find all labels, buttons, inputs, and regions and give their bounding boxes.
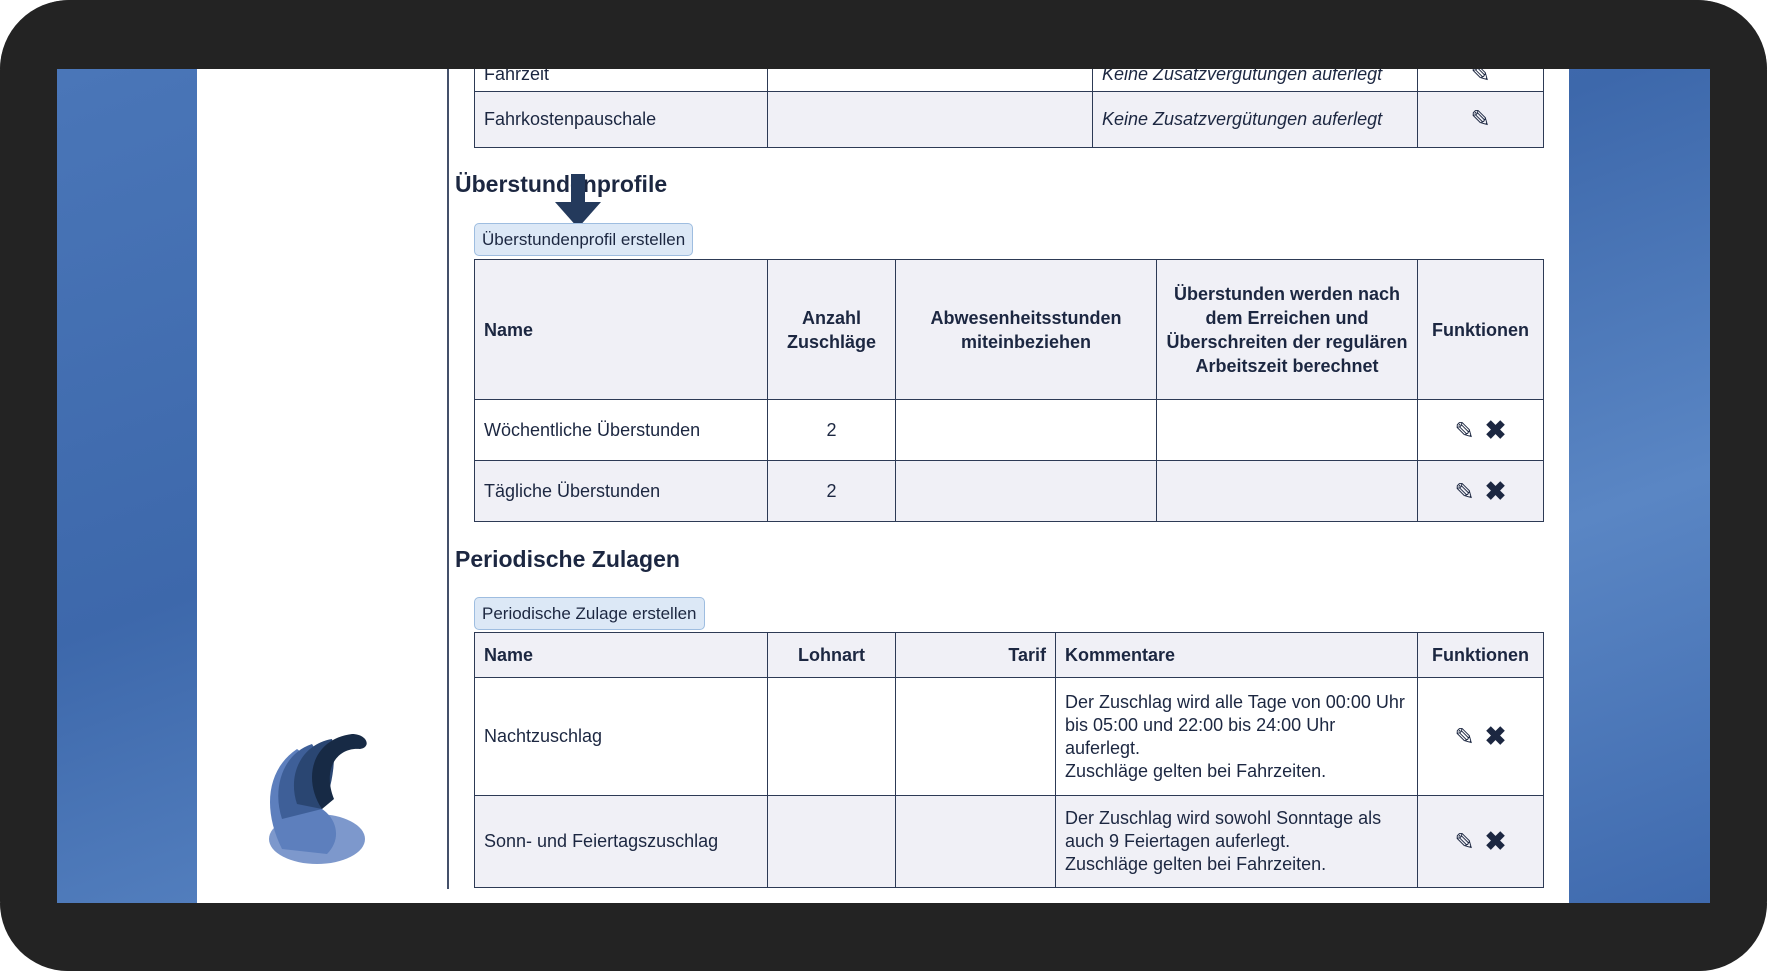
x-icon[interactable]: ✖	[1484, 414, 1507, 445]
x-icon[interactable]: ✖	[1484, 826, 1507, 856]
pencil-icon[interactable]: ✎	[1454, 829, 1475, 856]
sidebar-divider	[447, 69, 449, 889]
column-header: Funktionen	[1417, 632, 1544, 678]
column-header: Abwesenheitsstunden miteinbeziehen	[895, 259, 1157, 400]
pencil-icon[interactable]: ✎	[1454, 478, 1475, 506]
table-row: Sonn- und Feiertagszuschlag Der Zuschlag…	[474, 795, 1544, 888]
periodic-table: Name Lohnart Tarif Kommentare Funktionen…	[474, 632, 1544, 888]
column-header: Funktionen	[1417, 259, 1544, 400]
create-periodic-allowance-button[interactable]: Periodische Zulage erstellen	[474, 597, 705, 630]
row-comment: Zuschläge gelten bei Fahrzeiten.	[1065, 760, 1327, 781]
frame-bottom	[0, 903, 1767, 971]
section-heading-periodic: Periodische Zulagen	[455, 546, 680, 572]
row-comment: Keine Zusatzvergütungen auferlegt	[1092, 91, 1418, 148]
row-name: Tägliche Überstunden	[474, 460, 768, 522]
table-row: Wöchentliche Überstunden 2 ✎ ✖	[474, 399, 1544, 461]
pencil-icon[interactable]: ✎	[1454, 724, 1475, 751]
pencil-icon[interactable]: ✎	[1470, 106, 1491, 133]
section-heading-overtime: Überstundenprofile	[455, 171, 668, 197]
company-logo	[269, 734, 367, 864]
frame-top	[0, 0, 1767, 69]
overtime-table: Name Anzahl Zuschläge Abwesenheitsstunde…	[474, 259, 1544, 522]
table-row: Tägliche Überstunden 2 ✎ ✖	[474, 460, 1544, 522]
row-name: Fahrkostenpauschale	[474, 91, 768, 148]
column-header: Name	[474, 632, 768, 678]
column-header: Anzahl Zuschläge	[767, 259, 896, 400]
column-header: Lohnart	[767, 632, 896, 678]
row-count: 2	[767, 460, 896, 522]
row-comment: Der Zuschlag wird sowohl Sonntage als au…	[1065, 808, 1382, 851]
table-row: Nachtzuschlag Der Zuschlag wird alle Tag…	[474, 677, 1544, 796]
row-name: Wöchentliche Überstunden	[474, 399, 768, 461]
column-header: Kommentare	[1055, 632, 1418, 678]
column-header: Überstunden werden nach dem Erreichen un…	[1156, 259, 1418, 400]
create-overtime-profile-button[interactable]: Überstundenprofil erstellen	[474, 223, 694, 256]
row-name: Nachtzuschlag	[474, 677, 768, 796]
travel-table: Fahrzeit Keine Zusatzvergütungen auferle…	[474, 57, 1544, 148]
row-name: Sonn- und Feiertagszuschlag	[474, 795, 768, 888]
table-row: Fahrkostenpauschale Keine Zusatzvergütun…	[474, 91, 1544, 148]
row-count: 2	[767, 399, 896, 461]
row-comment: Zuschläge gelten bei Fahrzeiten.	[1065, 854, 1327, 874]
row-comment: Der Zuschlag wird alle Tage von 00:00 Uh…	[1065, 691, 1405, 758]
arrow-down-icon	[555, 174, 601, 228]
column-header: Tarif	[895, 632, 1056, 678]
pencil-icon[interactable]: ✎	[1454, 417, 1475, 445]
x-icon[interactable]: ✖	[1484, 475, 1507, 506]
column-header: Name	[474, 259, 768, 400]
x-icon[interactable]: ✖	[1484, 721, 1507, 751]
